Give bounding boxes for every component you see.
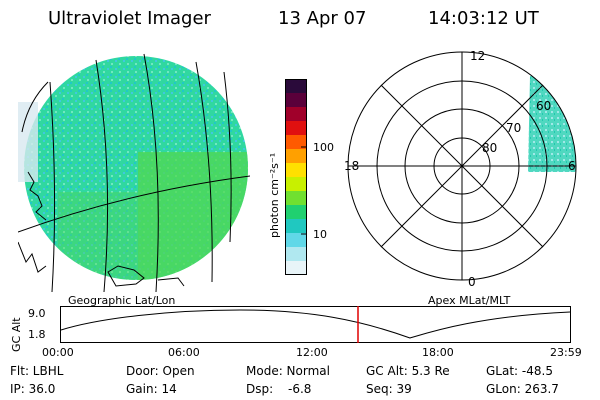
colorbar-tick-10: 10 [313,228,327,241]
altitude-ytick-high: 9.0 [28,307,46,320]
time-label: 14:03:12 UT [428,8,539,29]
status-gc-alt: GC Alt: 5.3 Re [366,364,450,378]
status-dsp-label: Dsp: [246,382,274,396]
instrument-title: Ultraviolet Imager [48,8,211,29]
mlt-label-12: 12 [470,49,485,63]
altitude-plot [60,306,571,343]
colorbar-band [285,191,307,206]
status-door: Door: Open [126,364,195,378]
coastline [18,171,185,287]
colorbar-band [285,261,307,275]
mlt-label-6: 6 [568,159,576,173]
auroral-emission [24,56,248,280]
right-panel-caption: Apex MLat/MLT [428,294,511,307]
colorbar-band [285,107,307,122]
lat-label-80: 80 [482,141,497,155]
date-label: 13 Apr 07 [278,8,367,29]
colorbar-tick-100: 100 [313,141,334,154]
status-glat: GLat: -48.5 [486,364,553,378]
colorbar-band [285,247,307,262]
colorbar-band [285,233,307,248]
status-filter: Flt: LBHL [10,364,64,378]
colorbar-unit: photon cm⁻²s⁻¹ [268,152,281,238]
colorbar-band [285,163,307,178]
time-tick-1800: 18:00 [422,346,454,359]
polar-plot: 12 18 6 0 60 70 80 [344,49,577,288]
polar-grid [347,51,577,281]
colorbar-band [285,93,307,108]
colorbar-band [285,79,307,94]
colorbar-band [285,205,307,220]
colorbar-band [285,219,307,234]
mlt-label-18: 18 [344,159,359,173]
colorbar-band [285,177,307,192]
status-glon: GLon: 263.7 [486,382,559,396]
altitude-curve [60,309,571,339]
left-panel-caption: Geographic Lat/Lon [68,294,176,307]
time-tick-1200: 12:00 [296,346,328,359]
altitude-ytick-low: 1.8 [28,328,46,341]
status-dsp-value: -6.8 [288,382,312,396]
time-tick-0600: 06:00 [168,346,200,359]
geographic-image [18,53,250,293]
edge-glow [18,102,38,182]
lat-label-70: 70 [506,121,521,135]
colorbar [285,79,307,275]
graticule [18,53,250,293]
mlt-label-0: 0 [468,275,476,288]
colorbar-band [285,135,307,150]
status-mode: Mode: Normal [246,364,330,378]
time-tick-0000: 00:00 [42,346,74,359]
lat-label-60: 60 [536,99,551,113]
status-gain: Gain: 14 [126,382,177,396]
altitude-ylabel: GC Alt [10,317,23,352]
colorbar-band [285,149,307,164]
colorbar-band [285,121,307,136]
time-tick-2359: 23:59 [550,346,582,359]
status-seq: Seq: 39 [366,382,412,396]
status-ip: IP: 36.0 [10,382,56,396]
